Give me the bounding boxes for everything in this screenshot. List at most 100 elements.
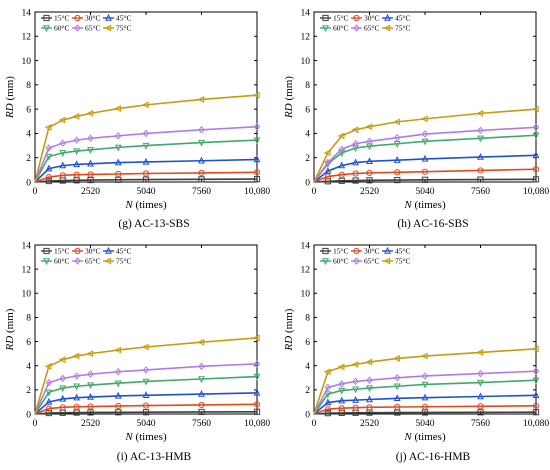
data-point [87,382,94,390]
data-point [45,378,53,387]
series-line [313,126,537,183]
data-point [86,109,94,117]
data-point [45,177,52,185]
data-point [366,177,373,184]
data-point [531,105,539,113]
series-45°C [313,391,540,415]
data-point [421,176,429,183]
data-point [532,132,540,140]
legend-label: 60°C [333,24,349,33]
data-point [477,379,484,387]
series-line [313,394,537,415]
data-point [73,409,80,416]
legend-marker [353,14,360,22]
series-line [313,404,537,415]
data-point [72,352,80,360]
data-point [59,172,66,179]
data-point [477,369,484,378]
x-tick-label: 2520 [360,187,379,197]
y-tick-label: 14 [301,241,311,251]
legend: 15°C 30°C 45°C 60°C 65°C 75°C [320,14,411,33]
data-point [198,362,205,371]
data-point [198,389,205,397]
chart-panel-2: 0 2 4 6 8 10 12 14 0 2520 5040 7560 10,080 N (times) R… [283,8,549,230]
data-point [142,391,150,398]
data-point [338,161,346,169]
x-tick-label: 5040 [137,419,156,429]
legend-marker [383,257,391,265]
x-tick-label: 2520 [81,419,100,429]
data-point [352,139,359,148]
data-point [59,139,67,147]
legend-label: 15°C [333,14,349,23]
data-point [338,177,345,184]
legend-label: 75°C [116,24,132,33]
data-point [393,141,401,148]
x-tick-label: 10,080 [244,419,270,429]
y-tick-label: 10 [301,290,311,300]
data-point [142,409,150,416]
data-point [87,403,94,410]
x-tick-label: 10,080 [523,419,549,429]
data-point [338,145,346,153]
series-60°C [313,377,540,415]
data-point [532,391,540,398]
series-75°C [313,105,539,183]
x-tick-label: 2520 [360,419,379,429]
data-point [114,367,122,376]
data-point [115,402,122,410]
y-tick-label: 6 [26,338,31,348]
x-tick-label: 5040 [416,419,435,429]
data-point [352,404,359,411]
series-line [313,154,537,183]
data-point [59,394,67,402]
series-30°C [34,169,261,183]
data-point [324,410,331,417]
legend-marker [43,14,50,22]
y-tick-label: 6 [305,105,310,115]
series-45°C [34,388,261,415]
chart-panel-4: 0 2 4 6 8 10 12 14 0 2520 5040 7560 10,080 N (times) R… [283,241,549,463]
legend-label: 75°C [395,257,411,266]
legend-marker [74,24,81,32]
data-point [114,391,122,399]
series-line [313,168,537,183]
data-point [253,137,261,145]
series-line [313,370,537,415]
data-point [73,393,81,401]
data-point [323,368,331,376]
data-point [87,370,94,378]
panel-caption: (j) AC-16-HMB [396,451,471,463]
data-point [44,123,52,131]
data-point [142,176,150,183]
series-60°C [313,132,540,183]
legend-label: 45°C [395,14,411,23]
data-point [477,167,484,174]
data-point [73,136,80,144]
data-point [72,113,80,120]
data-point [252,91,260,99]
x-tick-label: 0 [312,187,317,197]
data-point [477,152,484,160]
data-point [115,409,122,416]
data-point [338,171,345,178]
data-point [142,157,150,165]
legend-marker [322,247,329,255]
series-line [34,158,258,183]
legend-marker [353,24,360,32]
data-point [198,126,205,134]
data-point [253,401,261,408]
data-point [352,395,360,403]
data-point [115,170,122,178]
data-point [114,144,122,152]
data-point [115,176,122,183]
data-point [338,405,345,412]
series-15°C [313,176,540,185]
data-point [532,176,540,183]
y-tick-label: 10 [22,57,32,67]
data-point [420,352,428,360]
data-point [87,409,94,416]
data-point [421,130,429,138]
panel-caption: (i) AC-13-HMB [117,451,192,463]
legend-marker [105,246,112,254]
